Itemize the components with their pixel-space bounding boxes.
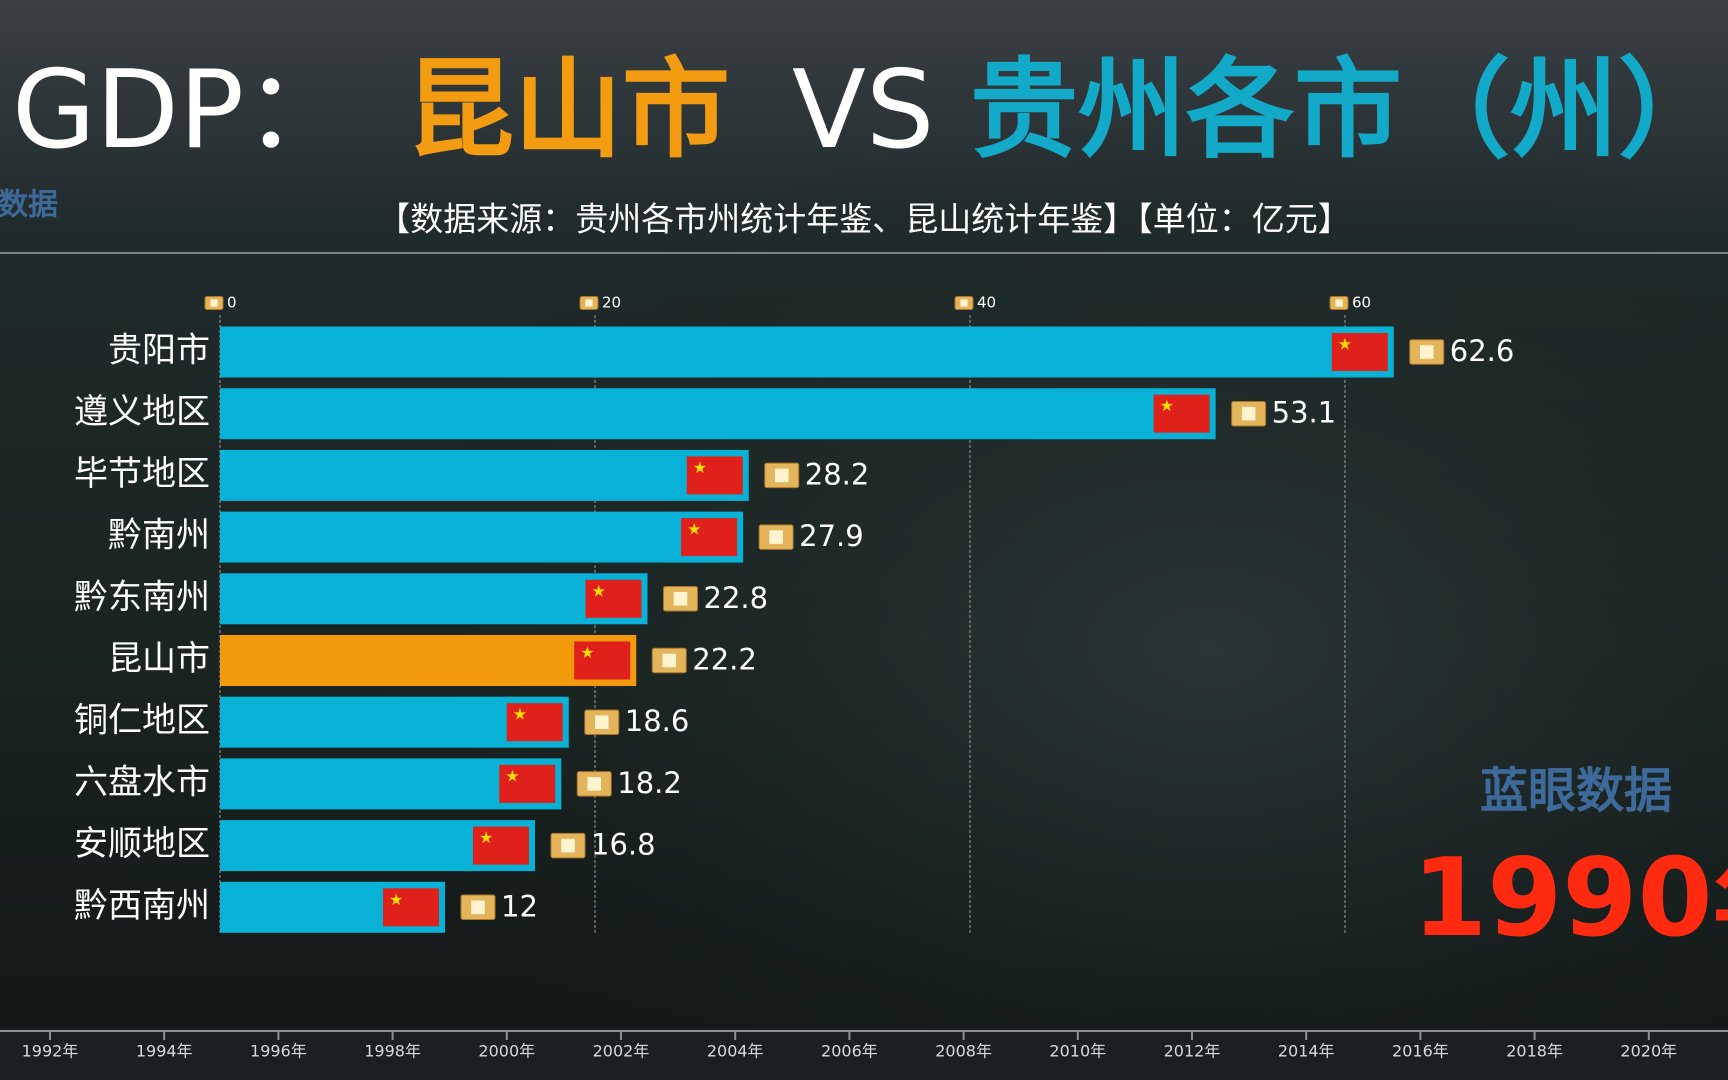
value-label: 22.2 [692, 643, 757, 677]
flag [1153, 394, 1210, 433]
flag [585, 579, 642, 618]
y-tick-label: 黔西南州 [74, 886, 210, 926]
value-label: 22.8 [704, 581, 769, 615]
y-tick-label: 昆山市 [108, 639, 210, 679]
flag [383, 888, 439, 927]
flag-star: ★ [687, 520, 701, 539]
timeline-label: 2002年 [593, 1042, 650, 1061]
flag-star: ★ [592, 581, 606, 600]
flag [473, 826, 529, 865]
timeline-label: 1994年 [136, 1042, 193, 1061]
flag-star: ★ [513, 705, 527, 724]
coin-icon-mark [471, 900, 485, 915]
flag [1331, 333, 1388, 371]
y-tick-label: 遵义地区 [74, 392, 210, 432]
timeline-band [0, 1028, 1728, 1080]
flag-star: ★ [693, 458, 707, 477]
brand: 蓝眼数据 [1480, 763, 1672, 819]
timeline-label: 2014年 [1278, 1042, 1335, 1061]
coin-icon-mark [774, 468, 789, 483]
flag [686, 456, 743, 495]
timeline-label: 2016年 [1392, 1042, 1449, 1061]
x-tick-label: 0 [227, 294, 237, 312]
period-label: 1990年 [1412, 836, 1728, 961]
title-part: 贵州各市（州） [970, 48, 1726, 173]
y-tick-label: 毕节地区 [74, 454, 210, 494]
timeline-label: 1996年 [250, 1042, 307, 1061]
coin-icon-mark [587, 777, 602, 791]
bar [220, 511, 744, 563]
y-tick-label: 贵阳市 [108, 331, 210, 371]
coin-icon-mark [594, 715, 609, 729]
value-label: 18.2 [617, 766, 682, 800]
timeline-label: 1992年 [22, 1042, 79, 1061]
timeline-label: 1998年 [364, 1042, 421, 1061]
coin-icon-mark [673, 592, 688, 606]
timeline-label: 2010年 [1049, 1042, 1106, 1061]
bar [220, 326, 1394, 378]
coin-icon-mark [1419, 345, 1434, 359]
coin-icon-mark [210, 299, 218, 307]
flag [574, 641, 631, 680]
watermark: 数据 [0, 188, 58, 223]
coin-icon-mark [1335, 299, 1343, 307]
value-label: 28.2 [805, 457, 870, 491]
title-part: GDP： [12, 48, 352, 173]
coin-icon-mark [561, 838, 575, 853]
flag-star: ★ [505, 766, 519, 785]
flag-star: ★ [479, 828, 493, 847]
coin-icon-mark [662, 653, 677, 668]
timeline-label: 2020年 [1620, 1042, 1677, 1061]
title-part: VS [792, 48, 934, 173]
coin-icon-mark [1241, 406, 1256, 421]
value-label: 12 [501, 889, 538, 923]
value-label: 18.6 [625, 704, 690, 738]
coin-icon-mark [585, 299, 593, 307]
value-label: 53.1 [1272, 396, 1337, 430]
flag-star: ★ [1160, 396, 1174, 415]
bar [220, 573, 648, 625]
flag [681, 518, 738, 557]
flag-star: ★ [580, 643, 594, 662]
bar [220, 449, 749, 501]
bar [220, 388, 1216, 440]
y-tick-label: 黔东南州 [74, 577, 210, 617]
subtitle: 【数据来源：贵州各市州统计年鉴、昆山统计年鉴】【单位：亿元】 [377, 200, 1351, 239]
bar [220, 635, 637, 686]
coin-icon-mark [769, 530, 783, 544]
y-tick-label: 黔南州 [108, 516, 210, 556]
value-label: 62.6 [1450, 334, 1515, 368]
title-part: 昆山市 [406, 48, 730, 173]
value-label: 27.9 [799, 519, 864, 553]
timeline-label: 2006年 [821, 1042, 878, 1061]
flag-star: ★ [389, 890, 403, 909]
x-tick-label: 60 [1352, 294, 1371, 312]
value-label: 16.8 [591, 828, 656, 862]
flag-star: ★ [1338, 335, 1352, 354]
coin-icon-mark [960, 299, 968, 307]
x-tick-label: 40 [977, 294, 996, 312]
timeline-label: 2008年 [935, 1042, 992, 1061]
y-tick-label: 铜仁地区 [74, 701, 210, 741]
flag [506, 703, 563, 742]
y-tick-label: 安顺地区 [74, 824, 210, 864]
x-tick-label: 20 [602, 294, 621, 312]
flag [499, 764, 556, 803]
timeline-label: 2018年 [1506, 1042, 1563, 1061]
timeline-label: 2004年 [707, 1042, 764, 1061]
timeline-label: 2000年 [478, 1042, 535, 1061]
y-tick-label: 六盘水市 [74, 762, 210, 802]
timeline-label: 2012年 [1164, 1042, 1221, 1061]
